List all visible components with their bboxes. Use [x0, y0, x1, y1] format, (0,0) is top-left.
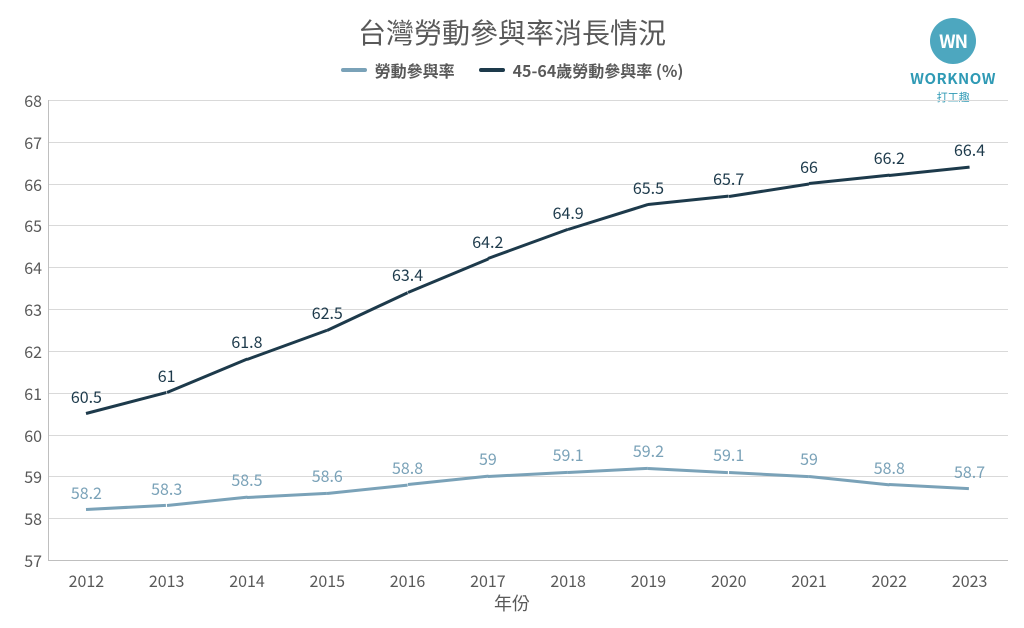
series-0-segment [247, 492, 327, 499]
series-0-value-label: 58.8 [392, 455, 423, 479]
y-axis-label: 68 [8, 88, 42, 112]
x-axis-label: 2015 [310, 568, 346, 592]
series-0-value-label: 58.3 [151, 476, 182, 500]
x-axis-label: 2020 [711, 568, 747, 592]
series-1-segment [166, 358, 247, 394]
x-axis-label: 2012 [69, 568, 105, 592]
y-axis-label: 62 [8, 339, 42, 363]
y-axis-label: 63 [8, 297, 42, 321]
y-axis-label: 57 [8, 548, 42, 572]
series-0-value-label: 59.2 [633, 438, 664, 462]
legend: 勞動參與率 45-64歲勞動參與率 (%) [0, 58, 1024, 82]
series-0-value-label: 59 [479, 446, 497, 470]
series-0-value-label: 58.7 [954, 459, 985, 483]
x-axis-label: 2023 [952, 568, 988, 592]
y-axis-label: 60 [8, 423, 42, 447]
gridline [48, 351, 1008, 352]
brand-name: WORKNOW [910, 68, 996, 89]
x-axis-label: 2018 [550, 568, 586, 592]
series-1-value-label: 66.2 [874, 145, 905, 169]
gridline [48, 435, 1008, 436]
gridline [48, 393, 1008, 394]
series-1-value-label: 65.5 [633, 175, 664, 199]
series-1-value-label: 64.2 [472, 229, 503, 253]
series-1-value-label: 63.4 [392, 262, 423, 286]
chart-title: 台灣勞動參與率消長情況 [0, 12, 1024, 52]
legend-label-0: 勞動參與率 [375, 58, 455, 82]
x-axis-label: 2016 [390, 568, 426, 592]
series-0-value-label: 58.8 [874, 455, 905, 479]
gridline [48, 225, 1008, 226]
legend-label-1: 45-64歲勞動參與率 (%) [513, 58, 684, 82]
y-axis-label: 61 [8, 381, 42, 405]
y-axis-label: 66 [8, 172, 42, 196]
series-1-value-label: 62.5 [312, 300, 343, 324]
gridline [48, 142, 1008, 143]
chart-canvas: 台灣勞動參與率消長情況 勞動參與率 45-64歲勞動參與率 (%) WN WOR… [0, 0, 1024, 628]
x-axis-label: 2017 [470, 568, 506, 592]
brand-logo-icon: WN [930, 18, 976, 64]
series-0-segment [889, 483, 969, 490]
series-0-segment [568, 466, 648, 473]
series-0-value-label: 59.1 [713, 442, 744, 466]
y-axis-label: 58 [8, 506, 42, 530]
x-axis-line [48, 560, 1008, 561]
gridline [48, 518, 1008, 519]
brand-badge: WN WORKNOW 打工趣 [910, 18, 996, 105]
series-0-value-label: 59.1 [553, 442, 584, 466]
x-axis-label: 2013 [149, 568, 185, 592]
gridline [48, 267, 1008, 268]
x-axis-label: 2022 [872, 568, 908, 592]
legend-item-0: 勞動參與率 [341, 58, 455, 82]
y-axis-label: 65 [8, 213, 42, 237]
series-0-segment [86, 504, 166, 511]
series-1-value-label: 61 [158, 363, 176, 387]
series-0-value-label: 58.5 [231, 467, 262, 491]
legend-swatch-1 [479, 68, 505, 72]
series-1-value-label: 66.4 [954, 137, 985, 161]
y-axis-line [48, 100, 49, 560]
series-1-value-label: 60.5 [71, 384, 102, 408]
series-1-value-label: 65.7 [713, 166, 744, 190]
gridline [48, 309, 1008, 310]
plot-area: 5758596061626364656667682012201320142015… [48, 100, 1008, 560]
gridline [48, 184, 1008, 185]
series-0-value-label: 58.6 [312, 463, 343, 487]
legend-item-1: 45-64歲勞動參與率 (%) [479, 58, 684, 82]
x-axis-label: 2021 [791, 568, 827, 592]
gridline [48, 100, 1008, 101]
xaxis-title: 年份 [0, 590, 1024, 616]
series-1-value-label: 66 [800, 154, 818, 178]
series-1-value-label: 64.9 [553, 200, 584, 224]
y-axis-label: 59 [8, 464, 42, 488]
y-axis-label: 67 [8, 130, 42, 154]
series-0-value-label: 59 [800, 446, 818, 470]
x-axis-label: 2019 [631, 568, 667, 592]
gridline [48, 476, 1008, 477]
series-0-segment [648, 467, 728, 474]
series-1-value-label: 61.8 [231, 329, 262, 353]
x-axis-label: 2014 [229, 568, 265, 592]
y-axis-label: 64 [8, 255, 42, 279]
legend-swatch-0 [341, 68, 367, 72]
series-0-value-label: 58.2 [71, 480, 102, 504]
